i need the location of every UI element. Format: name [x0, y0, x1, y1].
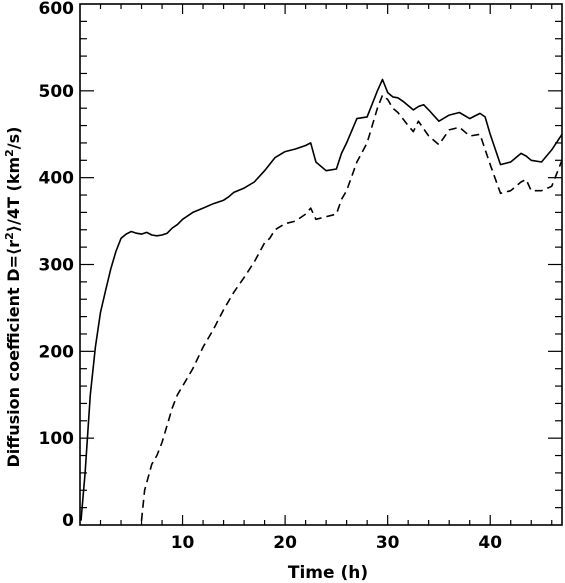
y-axis-title-rangle: ⟩	[4, 225, 23, 232]
x-tick-label: 40	[478, 533, 502, 553]
y-axis-title-langle: ⟨	[4, 248, 23, 255]
y-axis-title-suffix: /s)	[4, 127, 23, 150]
y-tick-label: 100	[39, 429, 75, 449]
y-tick-label: 400	[39, 169, 75, 189]
x-tick-label: 30	[376, 533, 400, 553]
y-axis-title-prefix: Diffusion coefficient D=	[4, 255, 23, 467]
plot-frame	[79, 3, 563, 526]
y-tick-label: 200	[39, 342, 75, 362]
y-axis-title-sup2: 2	[3, 149, 16, 157]
y-tick-label: 500	[39, 82, 75, 102]
x-axis-title: Time (h)	[288, 563, 368, 583]
tick-group	[80, 4, 562, 525]
y-tick-label: 600	[39, 0, 75, 19]
x-tick-label: 20	[273, 533, 297, 553]
series-group	[80, 78, 563, 521]
y-tick-label: 0	[62, 511, 74, 531]
series-line-dashed	[140, 94, 563, 521]
y-axis-title-mid: /4T (km	[4, 157, 23, 225]
plot-border	[79, 3, 563, 526]
y-axis-title-sup: 2	[3, 232, 16, 240]
y-axis-title-r: r	[4, 240, 23, 248]
y-axis-title: Diffusion coefficient D=⟨r2⟩/4T (km2/s)	[3, 127, 23, 468]
series-line-solid	[80, 78, 563, 521]
y-tick-label: 300	[39, 256, 75, 276]
x-tick-label: 10	[171, 533, 195, 553]
